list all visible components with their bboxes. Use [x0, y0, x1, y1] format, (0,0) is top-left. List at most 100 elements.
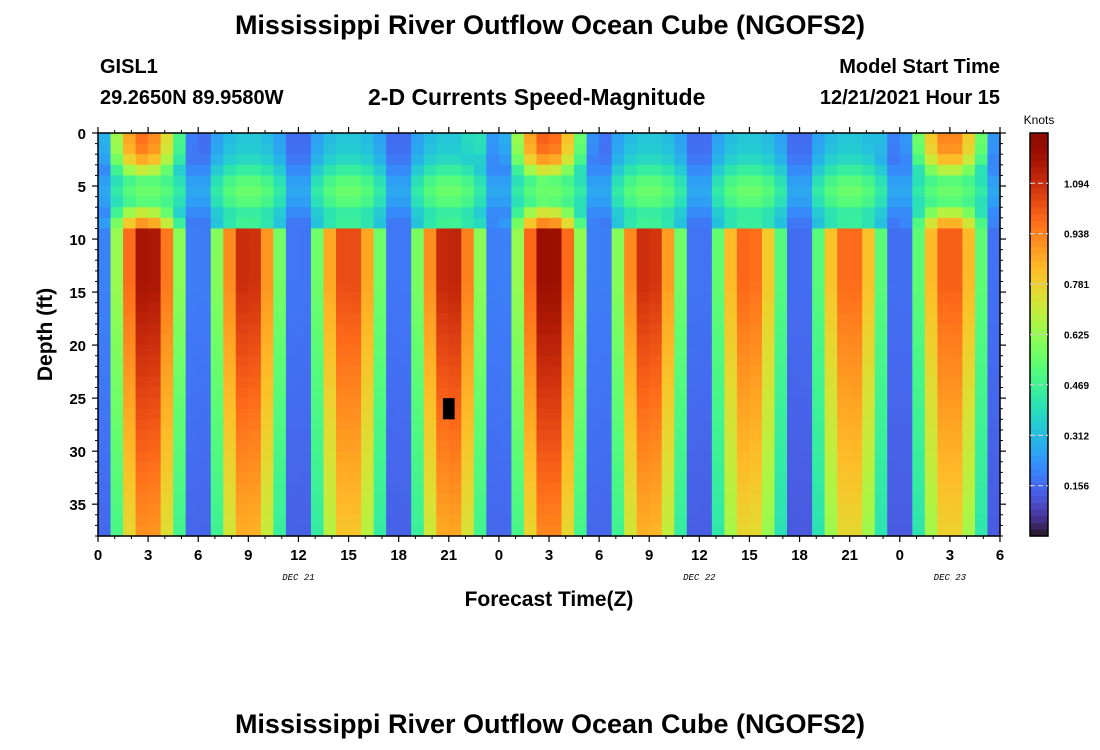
heatmap-cell [185, 345, 199, 357]
heatmap-cell [549, 228, 563, 240]
heatmap-cell [336, 281, 350, 293]
heatmap-cell [298, 504, 312, 516]
heatmap-cell [498, 387, 513, 399]
heatmap-cell [699, 461, 713, 473]
heatmap-cell [423, 313, 437, 325]
heatmap-cell [899, 143, 913, 155]
heatmap-cell [611, 270, 625, 283]
heatmap-cell [198, 472, 212, 484]
heatmap-cell [298, 440, 312, 452]
colorbar-segment [1030, 502, 1048, 510]
heatmap-cell [285, 514, 300, 526]
heatmap-cell [787, 281, 801, 293]
heatmap-cell [285, 281, 300, 293]
heatmap-cell [448, 281, 462, 293]
heatmap-cell [361, 270, 375, 283]
heatmap-cell [949, 355, 964, 367]
heatmap-cell [611, 345, 625, 357]
heatmap-cell [711, 429, 725, 442]
heatmap-cell [674, 249, 688, 261]
heatmap-cell [323, 376, 337, 389]
heatmap-cell [386, 345, 400, 357]
heatmap-cell [523, 345, 538, 357]
heatmap-cell [285, 323, 300, 336]
heatmap-cell [899, 281, 913, 293]
heatmap-cell [135, 260, 149, 272]
heatmap-cell [611, 196, 625, 208]
heatmap-cell [624, 387, 638, 399]
heatmap-cell [649, 334, 663, 346]
heatmap-cell [724, 196, 738, 208]
heatmap-cell [260, 493, 274, 505]
heatmap-cell [761, 186, 776, 198]
heatmap-cell [423, 419, 437, 431]
heatmap-cell [448, 366, 462, 378]
heatmap-cell [599, 175, 613, 187]
heatmap-cell [298, 292, 312, 304]
heatmap-cell [248, 239, 262, 251]
heatmap-cell [649, 366, 663, 378]
heatmap-cell [398, 143, 412, 155]
heatmap-cell [899, 440, 913, 452]
heatmap-cell [862, 323, 876, 336]
heatmap-cell [724, 419, 738, 431]
heatmap-cell [636, 207, 650, 219]
heatmap-cell [185, 133, 199, 145]
heatmap-cell [824, 175, 838, 187]
heatmap-cell [799, 504, 813, 516]
colorbar-segment [1030, 146, 1048, 154]
heatmap-cell [473, 249, 487, 261]
heatmap-cell [536, 514, 550, 526]
heatmap-cell [862, 482, 876, 495]
heatmap-cell [887, 376, 901, 389]
heatmap-cell [123, 217, 137, 230]
heatmap-cell [949, 504, 964, 516]
heatmap-cell [812, 525, 826, 537]
heatmap-cell [386, 493, 400, 505]
heatmap-cell [448, 133, 462, 145]
heatmap-cell [298, 217, 312, 230]
heatmap-cell [636, 186, 650, 198]
heatmap-cell [749, 366, 763, 378]
heatmap-cell [511, 408, 525, 420]
heatmap-cell [310, 472, 325, 484]
heatmap-cell [686, 345, 700, 357]
heatmap-cell [411, 143, 425, 155]
heatmap-cell [661, 493, 675, 505]
heatmap-cell [336, 270, 350, 283]
heatmap-cell [874, 323, 888, 336]
heatmap-cell [862, 281, 876, 293]
heatmap-cell [899, 514, 913, 526]
heatmap-cell [235, 249, 249, 261]
heatmap-cell [711, 525, 725, 537]
heatmap-cell [812, 493, 826, 505]
heatmap-cell [235, 440, 249, 452]
heatmap-cell [749, 482, 763, 495]
heatmap-cell [749, 143, 763, 155]
heatmap-cell [398, 281, 412, 293]
heatmap-cell [949, 228, 964, 240]
heatmap-cells [98, 133, 1001, 537]
heatmap-cell [486, 323, 500, 336]
heatmap-cell [699, 408, 713, 420]
heatmap-cell [486, 292, 500, 304]
heatmap-cell [373, 419, 387, 431]
heatmap-cell [110, 461, 124, 473]
heatmap-cell [586, 154, 600, 166]
heatmap-cell [736, 525, 751, 537]
heatmap-cell [761, 270, 776, 283]
heatmap-cell [874, 398, 888, 410]
heatmap-cell [812, 175, 826, 187]
heatmap-cell [423, 186, 437, 198]
heatmap-cell [761, 217, 776, 230]
heatmap-cell [123, 482, 137, 495]
heatmap-cell [536, 239, 550, 251]
heatmap-cell [185, 186, 199, 198]
heatmap-cell [661, 451, 675, 463]
heatmap-cell [899, 408, 913, 420]
heatmap-cell [386, 207, 400, 219]
x-axis-label: Forecast Time(Z) [465, 588, 634, 611]
heatmap-cell [799, 408, 813, 420]
heatmap-cell [686, 313, 700, 325]
heatmap-cell [336, 239, 350, 251]
